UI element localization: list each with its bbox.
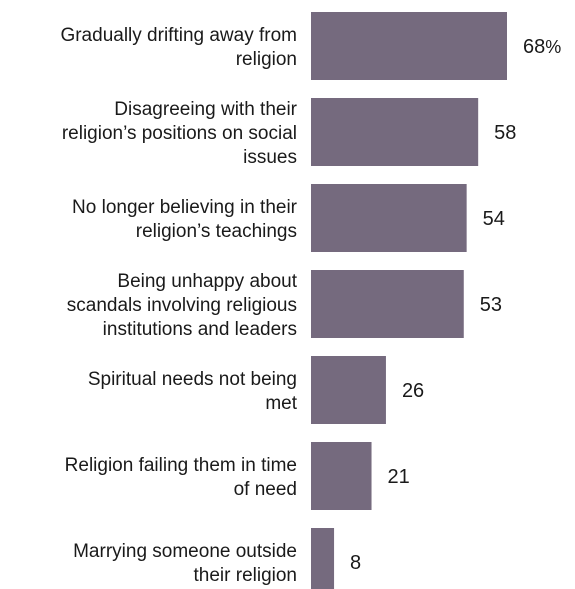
category-label-line: Religion failing them in time — [65, 455, 297, 476]
value-label-3: 53 — [480, 294, 502, 316]
category-label-1: Disagreeing with their religion’s positio… — [62, 99, 298, 168]
value-label-6: 8 — [350, 552, 361, 574]
category-label-line: religion’s positions on social — [62, 123, 297, 144]
bar-3 — [311, 270, 464, 338]
category-label-line: their religion — [194, 565, 298, 586]
category-label-line: issues — [243, 147, 297, 168]
category-label-line: institutions and leaders — [103, 319, 297, 340]
bar-5 — [311, 442, 372, 510]
category-label-5: Religion failing them in time of need — [65, 455, 297, 500]
category-label-0: Gradually drifting away from religion — [60, 25, 297, 70]
category-label-line: met — [265, 393, 297, 414]
category-label-4: Spiritual needs not being met — [88, 369, 298, 414]
category-label-line: scandals involving religious — [67, 295, 297, 316]
percent-suffix: % — [545, 37, 561, 57]
category-label-2: No longer believing in their religion’s t… — [72, 197, 298, 242]
value-label-5: 21 — [388, 466, 410, 488]
value-label-0: 68% — [523, 36, 561, 58]
category-label-line: religion — [236, 49, 297, 70]
category-label-3: Being unhappy about scandals involving re… — [67, 271, 298, 340]
category-label-line: Disagreeing with their — [114, 99, 297, 120]
value-label-1: 58 — [494, 122, 516, 144]
category-label-line: religion’s teachings — [136, 221, 297, 242]
value-label-4: 26 — [402, 380, 424, 402]
value-label-2: 54 — [483, 208, 505, 230]
bar-0 — [311, 12, 507, 80]
bar-1 — [311, 98, 479, 166]
category-label-line: Spiritual needs not being — [88, 369, 297, 390]
bar-6 — [311, 528, 335, 589]
category-label-line: No longer believing in their — [72, 197, 298, 218]
category-label-6: Marrying someone outside their religion — [73, 541, 297, 586]
category-label-line: Being unhappy about — [117, 271, 297, 292]
bar-4 — [311, 356, 386, 424]
bar-2 — [311, 184, 467, 252]
category-label-line: Gradually drifting away from — [60, 25, 297, 46]
category-label-line: Marrying someone outside — [73, 541, 297, 562]
category-label-line: of need — [234, 479, 297, 500]
